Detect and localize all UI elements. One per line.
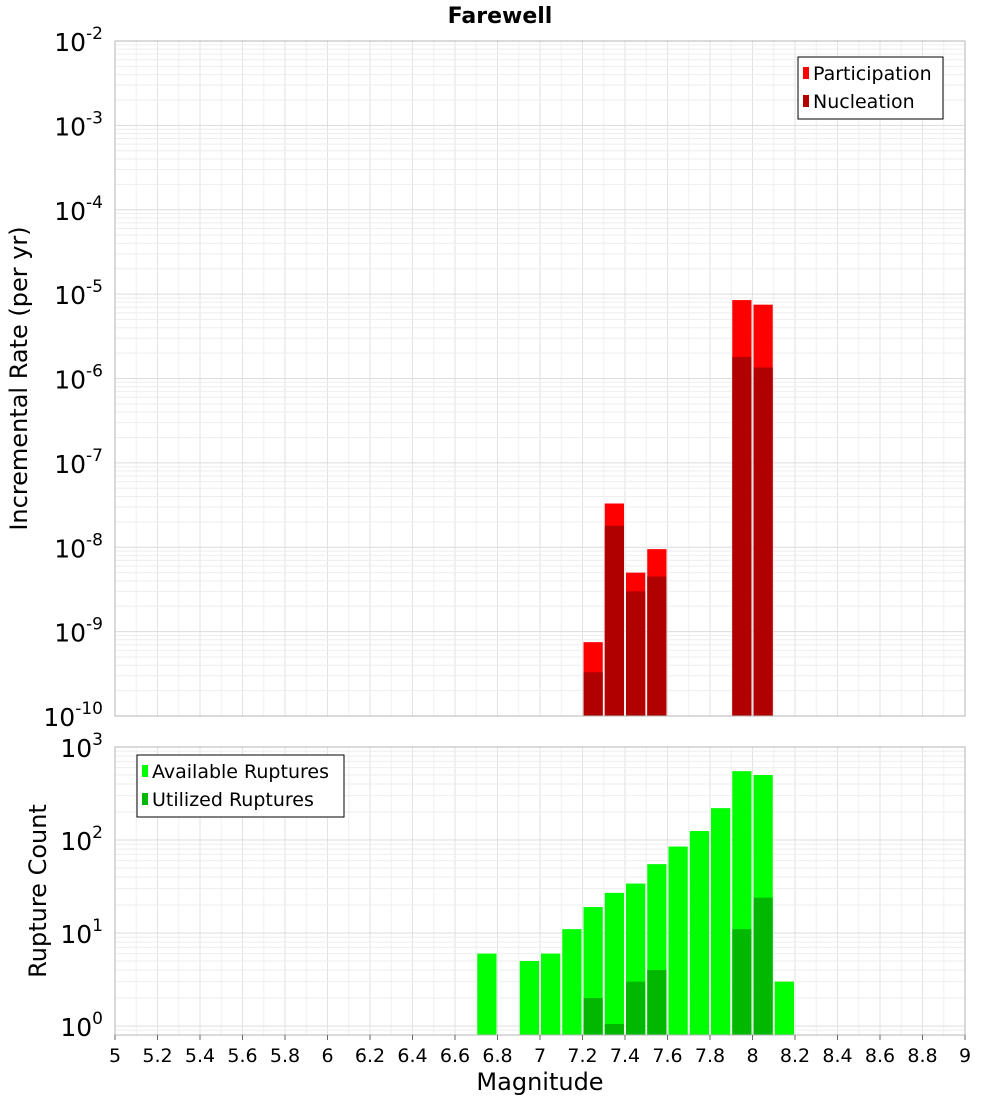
count-ytick-label: 100 (60, 1009, 103, 1042)
count-bar-utilized-ruptures (647, 969, 667, 1035)
count-bar-available-ruptures (519, 960, 539, 1035)
count-xtick-label: 8.2 (780, 1045, 810, 1067)
count-bar-available-ruptures (668, 846, 688, 1035)
count-bar-utilized-ruptures (604, 1024, 624, 1035)
rate-ytick-label: 10-8 (54, 530, 103, 563)
count-ytick-label: 102 (60, 823, 103, 856)
count-ylabel: Rupture Count (24, 804, 52, 978)
rate-ytick-label: 10-3 (54, 108, 103, 141)
rate-ytick-label: 10-4 (54, 193, 103, 226)
count-xtick-label: 6.8 (482, 1045, 512, 1067)
count-xtick-label: 7.8 (695, 1045, 725, 1067)
rate-bar-nucleation (583, 672, 603, 716)
rate-legend-label: Nucleation (813, 91, 915, 113)
count-xtick-label: 8.6 (865, 1045, 895, 1067)
count-xtick-label: 7.2 (567, 1045, 597, 1067)
count-legend-swatch (142, 765, 148, 777)
rate-bar-nucleation (732, 356, 752, 716)
rate-ytick-label: 10-10 (43, 699, 103, 732)
count-xtick-label: 7.6 (652, 1045, 682, 1067)
count-bar-available-ruptures (689, 830, 709, 1035)
count-bar-utilized-ruptures (626, 981, 646, 1035)
rate-ytick-label: 10-6 (54, 362, 103, 395)
count-legend: Available Ruptures Utilized Ruptures (136, 754, 345, 818)
count-xtick-label: 9 (959, 1045, 971, 1067)
count-xtick-label: 5.6 (227, 1045, 257, 1067)
count-bar-utilized-ruptures (732, 929, 752, 1035)
count-xtick-label: 6.4 (397, 1045, 427, 1067)
count-xlabel: Magnitude (476, 1068, 603, 1096)
count-bar-available-ruptures (604, 892, 624, 1035)
count-bar-available-ruptures (562, 929, 582, 1035)
count-ytick-label: 101 (60, 916, 103, 949)
top-panel: 10-2 10-3 10-4 10-5 10-6 10-7 10-8 10-9 10-10 Inc… (5, 24, 966, 732)
count-bar-available-ruptures (541, 953, 561, 1035)
count-legend-box (136, 754, 345, 818)
rate-ytick-label: 10-2 (54, 24, 103, 57)
count-bar-available-ruptures (477, 953, 497, 1035)
count-legend-label: Available Ruptures (152, 761, 329, 783)
count-bar-utilized-ruptures (753, 897, 773, 1035)
rate-legend-box (797, 56, 944, 120)
rate-ytick-label: 10-5 (54, 277, 103, 310)
count-xtick-label: 6 (321, 1045, 333, 1067)
count-legend-swatch (142, 793, 148, 805)
rate-ylabel: Incremental Rate (per yr) (5, 226, 33, 530)
count-xtick-label: 5 (109, 1045, 121, 1067)
count-xtick-label: 7 (534, 1045, 546, 1067)
rate-bar-nucleation (626, 591, 646, 716)
rate-legend: Participation Nucleation (797, 56, 944, 120)
count-xtick-label: 8.8 (907, 1045, 937, 1067)
count-xtick-label: 7.4 (610, 1045, 640, 1067)
chart-title: Farewell (448, 4, 553, 29)
count-bar-available-ruptures (711, 808, 731, 1035)
count-ytick-label: 103 (60, 730, 103, 763)
rate-plot-frame (114, 40, 966, 717)
rate-legend-swatch (803, 67, 809, 79)
count-xtick-label: 6.2 (355, 1045, 385, 1067)
rate-ytick-label: 10-7 (54, 446, 103, 479)
count-xtick-label: 8.4 (822, 1045, 852, 1067)
rate-bar-nucleation (647, 576, 667, 716)
count-xtick-label: 5.2 (142, 1045, 172, 1067)
count-legend-label: Utilized Ruptures (152, 789, 314, 811)
rate-bar-nucleation (604, 525, 624, 716)
count-bar-available-ruptures (774, 981, 794, 1035)
count-xtick-label: 8 (746, 1045, 758, 1067)
rate-bar-nucleation (753, 367, 773, 716)
count-bar-utilized-ruptures (583, 997, 603, 1035)
count-xtick-label: 5.8 (270, 1045, 300, 1067)
rate-legend-label: Participation (813, 63, 932, 85)
rate-legend-swatch (803, 95, 809, 107)
rate-ytick-label: 10-9 (54, 615, 103, 648)
count-xtick-label: 5.4 (185, 1045, 215, 1067)
count-xtick-label: 6.6 (440, 1045, 470, 1067)
